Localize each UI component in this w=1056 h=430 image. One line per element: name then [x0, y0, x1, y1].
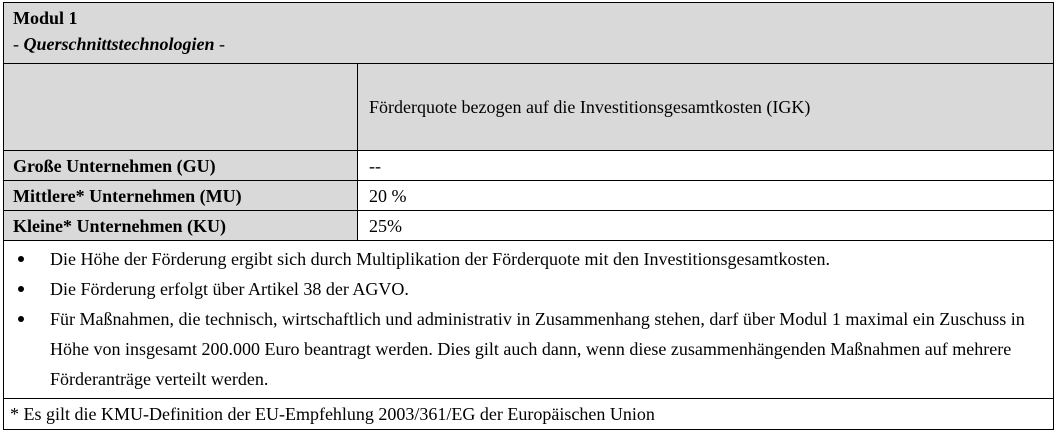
funding-table: Modul 1 - Querschnittstechnologien - För…: [3, 2, 1054, 430]
notes-list: Die Höhe der Förderung ergibt sich durch…: [4, 241, 1053, 398]
row-value-gu: --: [357, 150, 1054, 181]
table-row: Große Unternehmen (GU) --: [3, 150, 1054, 181]
row-value-mu: 20 %: [357, 180, 1054, 211]
list-item: Die Höhe der Förderung ergibt sich durch…: [4, 244, 1043, 274]
row-value-ku: 25%: [357, 210, 1054, 241]
note-text: Für Maßnahmen, die technisch, wirtschaft…: [50, 309, 1025, 389]
notes-cell: Die Höhe der Förderung ergibt sich durch…: [3, 240, 1054, 399]
bullet-icon: [18, 316, 24, 322]
bullet-icon: [18, 256, 24, 262]
footnote: * Es gilt die KMU-Definition der EU-Empf…: [3, 398, 1054, 430]
empty-corner-cell: [3, 63, 358, 151]
list-item: Für Maßnahmen, die technisch, wirtschaft…: [4, 304, 1043, 394]
bullet-icon: [18, 286, 24, 292]
row-label-gu: Große Unternehmen (GU): [3, 150, 358, 181]
table-row: Kleine* Unternehmen (KU) 25%: [3, 210, 1054, 241]
subtitle-prefix: -: [13, 34, 24, 54]
module-subtitle: - Querschnittstechnologien -: [13, 31, 1053, 57]
note-text: Die Höhe der Förderung ergibt sich durch…: [50, 249, 831, 269]
table-row: Mittlere* Unternehmen (MU) 20 %: [3, 180, 1054, 211]
module-subtitle-text: Querschnittstechnologien: [23, 34, 215, 54]
funding-table-document: Modul 1 - Querschnittstechnologien - För…: [3, 2, 1054, 430]
module-header: Modul 1 - Querschnittstechnologien -: [3, 2, 1054, 64]
list-item: Die Förderung erfolgt über Artikel 38 de…: [4, 274, 1043, 304]
column-header-foerderquote: Förderquote bezogen auf die Investitions…: [357, 63, 1054, 151]
row-label-mu: Mittlere* Unternehmen (MU): [3, 180, 358, 211]
row-label-ku: Kleine* Unternehmen (KU): [3, 210, 358, 241]
subtitle-suffix: -: [214, 34, 226, 54]
note-text: Die Förderung erfolgt über Artikel 38 de…: [50, 279, 409, 299]
module-title: Modul 1: [13, 8, 78, 28]
